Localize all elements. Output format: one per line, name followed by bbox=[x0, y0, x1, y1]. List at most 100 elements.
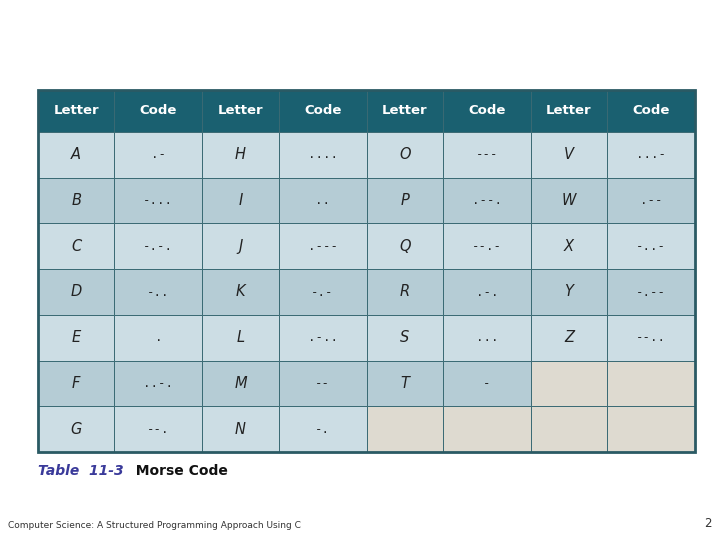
Text: Letter: Letter bbox=[546, 105, 592, 118]
Text: O: O bbox=[399, 147, 410, 163]
Text: L: L bbox=[236, 330, 245, 345]
Bar bbox=[279, 269, 366, 315]
Text: -.-.: -.-. bbox=[143, 240, 174, 253]
Bar bbox=[279, 406, 366, 452]
Bar bbox=[38, 315, 114, 361]
Bar bbox=[202, 406, 279, 452]
Text: .: . bbox=[155, 331, 162, 344]
Bar bbox=[114, 224, 202, 269]
Text: A: A bbox=[71, 147, 81, 163]
Bar bbox=[607, 224, 695, 269]
Bar bbox=[531, 315, 607, 361]
Bar bbox=[202, 269, 279, 315]
Text: ....: .... bbox=[307, 148, 338, 161]
Text: ..: .. bbox=[315, 194, 330, 207]
Text: .---: .--- bbox=[307, 240, 338, 253]
Text: Code: Code bbox=[468, 105, 505, 118]
Text: C: C bbox=[71, 239, 81, 254]
Text: Letter: Letter bbox=[382, 105, 428, 118]
Text: .-.: .-. bbox=[476, 286, 498, 299]
Bar bbox=[531, 90, 607, 132]
Bar bbox=[531, 406, 607, 452]
Bar bbox=[607, 90, 695, 132]
Bar bbox=[443, 269, 531, 315]
Bar bbox=[279, 132, 366, 178]
Text: Y: Y bbox=[564, 285, 573, 300]
Text: Letter: Letter bbox=[217, 105, 264, 118]
Bar bbox=[279, 178, 366, 224]
Text: --.: --. bbox=[147, 423, 170, 436]
Text: Table  11-3: Table 11-3 bbox=[38, 464, 124, 478]
Bar bbox=[114, 315, 202, 361]
Text: G: G bbox=[71, 422, 82, 437]
Bar bbox=[531, 361, 607, 406]
Text: P: P bbox=[400, 193, 409, 208]
Text: Code: Code bbox=[140, 105, 177, 118]
Bar bbox=[279, 361, 366, 406]
Text: Computer Science: A Structured Programming Approach Using C: Computer Science: A Structured Programmi… bbox=[8, 521, 301, 530]
Text: T: T bbox=[400, 376, 409, 391]
Bar bbox=[443, 224, 531, 269]
Bar bbox=[531, 132, 607, 178]
Text: S: S bbox=[400, 330, 410, 345]
Text: -.-: -.- bbox=[311, 286, 334, 299]
Text: ---: --- bbox=[476, 148, 498, 161]
Text: W: W bbox=[562, 193, 576, 208]
Text: Z: Z bbox=[564, 330, 574, 345]
Text: --..: --.. bbox=[636, 331, 666, 344]
Text: .--: .-- bbox=[640, 194, 662, 207]
Text: .--.: .--. bbox=[472, 194, 502, 207]
Bar bbox=[202, 178, 279, 224]
Bar bbox=[366, 178, 443, 224]
Bar bbox=[202, 132, 279, 178]
Bar bbox=[443, 132, 531, 178]
Bar bbox=[366, 406, 443, 452]
Text: .-: .- bbox=[150, 148, 166, 161]
Text: ...-: ...- bbox=[636, 148, 666, 161]
Text: Code: Code bbox=[632, 105, 670, 118]
Text: -...: -... bbox=[143, 194, 174, 207]
Bar bbox=[38, 90, 114, 132]
Bar bbox=[531, 178, 607, 224]
Bar bbox=[202, 224, 279, 269]
Text: F: F bbox=[72, 376, 81, 391]
Text: Letter: Letter bbox=[53, 105, 99, 118]
Text: .-..: .-.. bbox=[307, 331, 338, 344]
Bar bbox=[443, 406, 531, 452]
Bar bbox=[202, 361, 279, 406]
Bar bbox=[114, 178, 202, 224]
Bar bbox=[202, 90, 279, 132]
Bar bbox=[366, 132, 443, 178]
Text: -..: -.. bbox=[147, 286, 170, 299]
Text: -: - bbox=[483, 377, 490, 390]
Text: M: M bbox=[234, 376, 247, 391]
Bar bbox=[38, 224, 114, 269]
Bar bbox=[607, 269, 695, 315]
Bar bbox=[607, 132, 695, 178]
Bar bbox=[443, 90, 531, 132]
Bar bbox=[38, 178, 114, 224]
Bar bbox=[279, 90, 366, 132]
Bar bbox=[202, 315, 279, 361]
Text: K: K bbox=[235, 285, 246, 300]
Bar bbox=[366, 315, 443, 361]
Bar bbox=[279, 224, 366, 269]
Bar bbox=[366, 224, 443, 269]
Text: H: H bbox=[235, 147, 246, 163]
Text: E: E bbox=[71, 330, 81, 345]
Text: --.-: --.- bbox=[472, 240, 502, 253]
Bar bbox=[38, 132, 114, 178]
Bar bbox=[443, 315, 531, 361]
Text: I: I bbox=[238, 193, 243, 208]
Text: -.: -. bbox=[315, 423, 330, 436]
Text: J: J bbox=[238, 239, 243, 254]
Text: ...: ... bbox=[476, 331, 498, 344]
Text: X: X bbox=[564, 239, 574, 254]
Bar bbox=[279, 315, 366, 361]
Text: Morse Code: Morse Code bbox=[126, 464, 228, 478]
Bar bbox=[114, 132, 202, 178]
Bar bbox=[607, 361, 695, 406]
Bar bbox=[443, 178, 531, 224]
Bar bbox=[607, 178, 695, 224]
Text: N: N bbox=[235, 422, 246, 437]
